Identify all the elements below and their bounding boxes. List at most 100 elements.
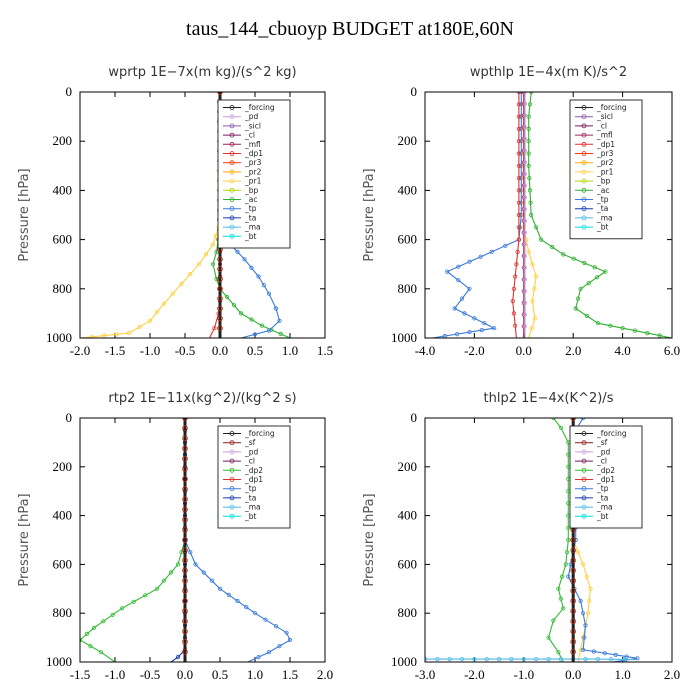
series-line-ma [425, 658, 638, 661]
series-marker-dp2 [558, 425, 564, 430]
series-marker-dp2 [110, 612, 115, 617]
series-line-tp [184, 418, 291, 662]
x-tick-label: 6.0 [664, 343, 680, 358]
series-marker-tp [482, 321, 487, 326]
series-marker-dp2 [566, 537, 571, 543]
legend-label: _ma [596, 213, 613, 222]
legend-label: _cl [244, 457, 255, 466]
series-marker-tp [249, 265, 254, 270]
x-tick-label: -4.0 [415, 343, 436, 358]
series-marker-tp [277, 643, 282, 649]
series-marker-ac [620, 326, 625, 331]
panel-4: thlp2 1E−4x(K^2)/s Pressure [hPa] -3.0 -2.0… [362, 391, 680, 682]
series-marker-pd [522, 125, 528, 130]
series-marker-tp [489, 249, 494, 254]
y-tick-label: 200 [53, 133, 73, 148]
legend-marker-dp2 [229, 467, 235, 473]
series-marker-pr1 [533, 274, 539, 279]
series-marker-tp [252, 332, 258, 337]
series-marker-pr1 [532, 286, 537, 291]
x-tick-label: -0.5 [140, 667, 161, 682]
series-marker-tp [252, 611, 258, 616]
legend-marker-ma [581, 215, 587, 221]
series-marker-forcing [182, 587, 188, 594]
series-marker-tp [519, 212, 524, 218]
series-marker-tp [467, 286, 472, 291]
series-marker-tp [456, 264, 461, 269]
legend-label: _pr1 [244, 177, 262, 186]
y-tick-label: 200 [398, 133, 418, 148]
legend-label: _dp1 [596, 475, 615, 484]
legend-marker-forcing [581, 431, 587, 436]
series-marker-tp [256, 274, 261, 279]
series-marker-forcing [570, 648, 576, 655]
legend-marker-sf [581, 440, 587, 446]
legend-marker-ta [581, 206, 587, 212]
legend-box [569, 99, 643, 240]
y-tick-label: 800 [53, 281, 73, 296]
legend-marker-dp2 [581, 467, 587, 473]
panel-2: wpthlp 1E−4x(m K)/s^2 Pressure [hPa] -4.0 -… [362, 65, 680, 358]
series-marker-ac [527, 176, 532, 181]
series-marker-forcing [182, 486, 188, 493]
series-marker-forcing [570, 557, 576, 564]
legend-label: _pr3 [244, 158, 262, 167]
series-marker-pr1 [213, 233, 218, 238]
series-marker-tp [287, 637, 293, 643]
panel-title: wpthlp 1E−4x(m K)/s^2 [470, 65, 627, 80]
series-marker-pr1 [126, 330, 132, 336]
series-marker-tp [581, 418, 586, 421]
series-marker-tp [492, 326, 497, 331]
y-tick-label: 0 [66, 84, 73, 99]
series-marker-dp2 [154, 586, 160, 591]
y-tick-label: 200 [398, 459, 418, 474]
series-marker-forcing [217, 315, 223, 322]
series-marker-pd [522, 148, 528, 153]
x-tick-label: -1.0 [140, 343, 161, 358]
series-marker-ac [592, 265, 597, 270]
series-marker-tp [226, 592, 231, 598]
series-marker-dp2 [556, 586, 561, 591]
series-marker-ac [573, 306, 578, 311]
series-marker-ac [632, 328, 638, 333]
series-marker-pr1 [529, 326, 534, 331]
y-axis-label: Pressure [hPa] [17, 493, 32, 586]
series-marker-ac [527, 188, 533, 193]
legend-label: _dp2 [244, 466, 263, 475]
y-tick-label: 800 [53, 605, 73, 620]
series-marker-pr1 [203, 252, 209, 257]
legend-marker-pr1 [581, 169, 587, 175]
series-line-pr1 [80, 92, 221, 338]
series-marker-ac [571, 256, 576, 261]
legend-marker-tp [581, 197, 587, 202]
y-tick-label: 1000 [46, 330, 72, 345]
series-marker-ac [249, 317, 254, 322]
panel-title: thlp2 1E−4x(K^2)/s [484, 391, 614, 406]
plot-frame [79, 417, 326, 663]
legend-marker-bt [229, 513, 235, 519]
series-marker-pr1 [532, 316, 538, 321]
series-marker-ma [425, 657, 428, 662]
legend-label: _cl [244, 131, 255, 140]
x-tick-label: -2.0 [70, 343, 91, 358]
legend-marker-ta [229, 495, 235, 501]
legend-marker-cl [229, 132, 235, 138]
series-marker-tp [519, 139, 524, 144]
plot-frame [424, 91, 673, 339]
series-marker-ac [210, 262, 216, 267]
series-marker-tp [266, 650, 272, 655]
legend-marker-bt [581, 513, 587, 519]
series-marker-ac [534, 225, 539, 230]
series-marker-dp1 [212, 326, 217, 331]
x-tick-label: 2.0 [565, 343, 581, 358]
series-marker-pr1 [196, 262, 202, 267]
legend-marker-sicl [229, 123, 235, 129]
legend-marker-ac [229, 197, 235, 202]
series-marker-dp1 [516, 176, 522, 181]
series-line-ac [528, 92, 672, 338]
legend-label: _tp [596, 484, 609, 493]
series-marker-pd [522, 171, 528, 177]
series-marker-tp [519, 200, 524, 205]
series-marker-tp [602, 651, 607, 656]
series-marker-forcing [182, 638, 188, 645]
